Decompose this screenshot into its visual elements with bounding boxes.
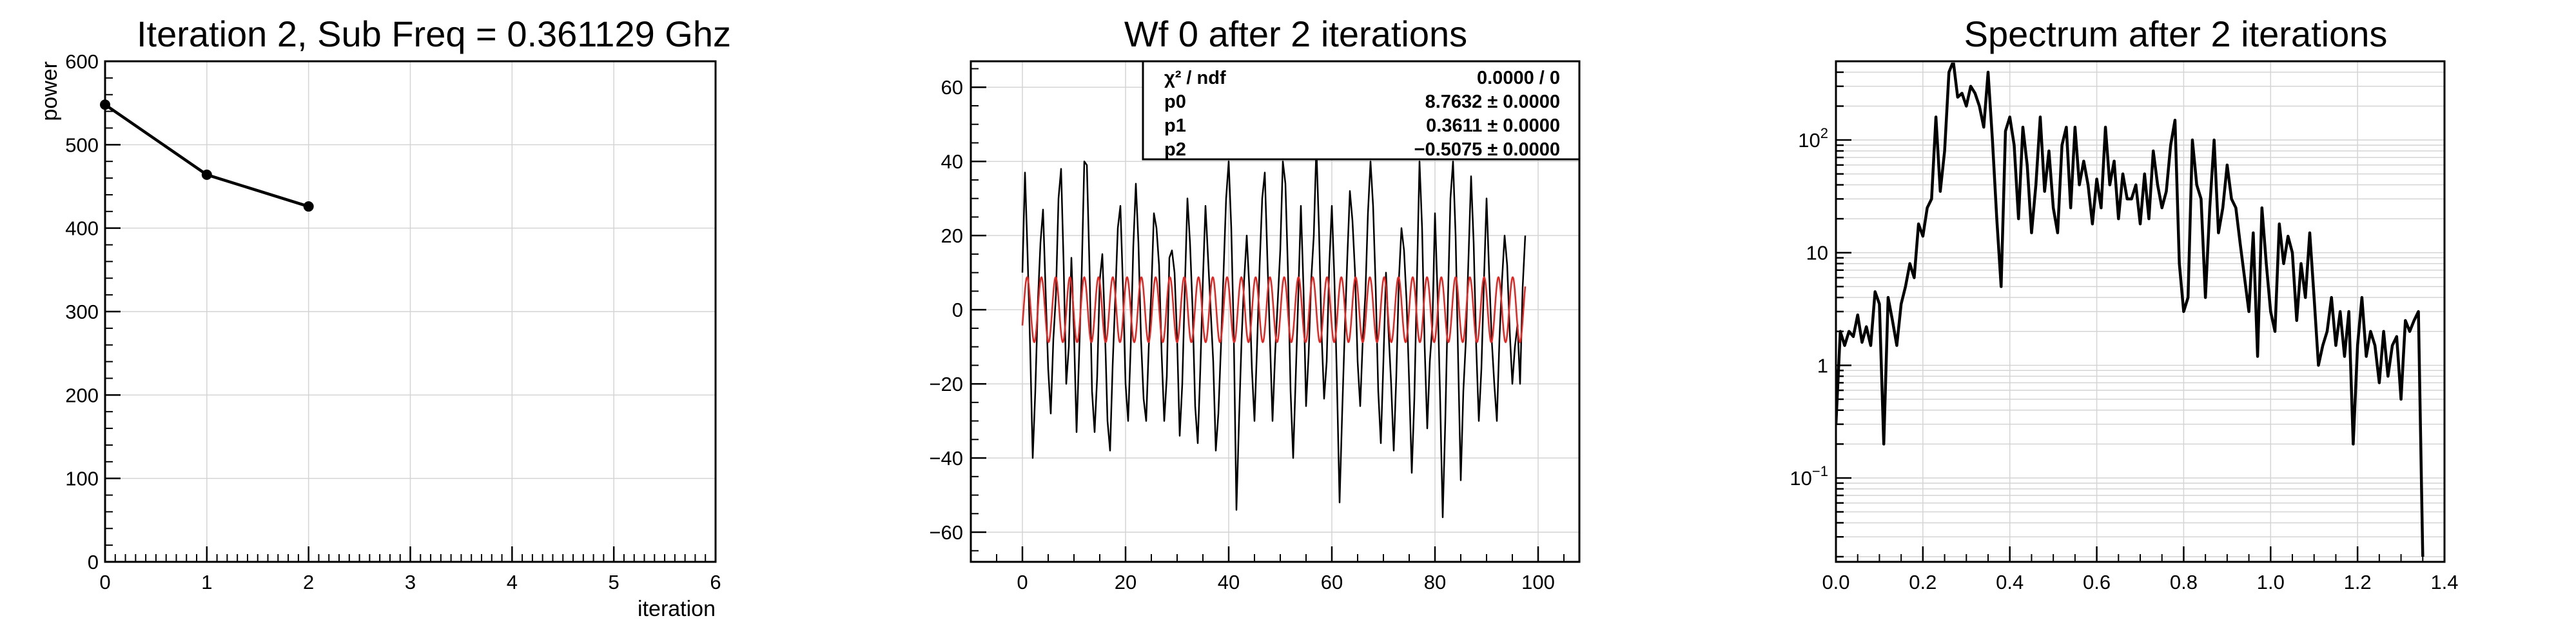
y-tick-label: 10 [1806,242,1828,264]
y-tick-label: −60 [929,521,963,544]
data-point [100,99,110,110]
x-tick-label: 40 [1218,571,1240,593]
stats-rows: χ² / ndf 0.0000 / 0 p0 8.7632 ± 0.0000 p1 0.3… [1164,68,1560,160]
stats-param-value: 8.7632 ± 0.0000 [1425,92,1560,112]
y-tick-label: 0 [952,299,963,321]
y-tick-label: −20 [929,373,963,395]
y-tick-label: 1 [1817,354,1828,377]
y-tick-label: 200 [65,384,99,406]
stats-row: p2 −0.5075 ± 0.0000 [1164,139,1560,160]
axis-ticks: 0 1 2 3 4 5 6 0 100 200 300 400 500 600 [65,50,721,593]
data-series [1836,63,2425,557]
stats-box-frame [1142,60,1581,161]
stats-param-name: χ² / ndf [1164,68,1226,88]
y-tick-label: −40 [929,447,963,470]
x-tick-label: 1 [201,571,212,593]
stats-row: p1 0.3611 ± 0.0000 [1164,115,1560,136]
spectrum-line [1836,63,2425,557]
panel-spectrum: Spectrum after 2 iterations 0.0 0.2 0.4 0.6… [1790,14,2458,593]
y-tick-label: 10−1 [1790,463,1828,490]
x-tick-label: 0 [99,571,110,593]
x-tick-label: 60 [1321,571,1343,593]
data-point [303,201,314,212]
y-tick-label: 102 [1798,125,1828,152]
chart-title: Spectrum after 2 iterations [1964,14,2388,54]
chart-title: Wf 0 after 2 iterations [1124,14,1467,54]
panel-waveform: Wf 0 after 2 iterations 0 20 40 60 80 100 −60 −… [929,14,1581,593]
x-tick-label: 5 [609,571,620,593]
axis-ticks: 0 20 40 60 80 100 −60 −40 −20 0 20 40 60 [929,68,1565,593]
y-tick-label: 40 [941,150,963,173]
x-tick-label: 80 [1424,571,1446,593]
y-axis-label: power [37,61,62,121]
data-series [1021,145,1527,519]
x-tick-label: 0.8 [2170,571,2198,593]
y-tick-label: 300 [65,301,99,323]
x-tick-label: 20 [1115,571,1137,593]
x-tick-label: 2 [303,571,314,593]
stats-param-name: p0 [1164,92,1186,112]
grid [1835,61,2445,562]
y-tick-label: 60 [941,76,963,99]
grid [104,61,716,562]
waveform-line [1021,145,1527,519]
y-tick-label: 0 [88,551,99,573]
x-tick-label: 4 [507,571,518,593]
stats-param-value: −0.5075 ± 0.0000 [1414,139,1560,160]
y-tick-label: 500 [65,134,99,156]
x-tick-label: 6 [710,571,721,593]
stats-param-value: 0.3611 ± 0.0000 [1426,115,1560,136]
stats-param-name: p1 [1164,115,1186,136]
y-tick-label: 100 [65,468,99,490]
axis-ticks: 0.0 0.2 0.4 0.6 0.8 1.0 1.2 1.4 10−1 1 10 102 [1790,60,2459,593]
x-axis-label: iteration [638,597,716,621]
fit-curve [1021,276,1527,344]
stats-row: χ² / ndf 0.0000 / 0 [1164,68,1560,88]
x-tick-label: 3 [405,571,416,593]
y-tick-label: 600 [65,50,99,73]
x-tick-label: 0 [1017,571,1028,593]
data-series [100,99,314,212]
x-tick-label: 0.4 [1996,571,2024,593]
x-tick-label: 0.0 [1822,571,1849,593]
chart-title: Iteration 2, Sub Freq = 0.361129 Ghz [137,14,731,54]
x-tick-label: 0.2 [1909,571,1937,593]
stats-param-name: p2 [1164,139,1186,160]
x-tick-label: 0.6 [2083,571,2111,593]
x-tick-label: 1.0 [2257,571,2285,593]
stats-param-value: 0.0000 / 0 [1477,68,1560,88]
x-tick-label: 1.4 [2430,571,2458,593]
x-tick-label: 1.2 [2344,571,2372,593]
stats-box: χ² / ndf 0.0000 / 0 p0 8.7632 ± 0.0000 p1 0.3… [1142,60,1581,161]
y-tick-label: 400 [65,217,99,240]
stats-row: p0 8.7632 ± 0.0000 [1164,92,1560,112]
panel-power-vs-iteration: Iteration 2, Sub Freq = 0.361129 Ghz 0 1 2… [37,14,731,621]
x-tick-label: 100 [1521,571,1555,593]
y-tick-label: 20 [941,224,963,247]
data-point [201,169,212,180]
